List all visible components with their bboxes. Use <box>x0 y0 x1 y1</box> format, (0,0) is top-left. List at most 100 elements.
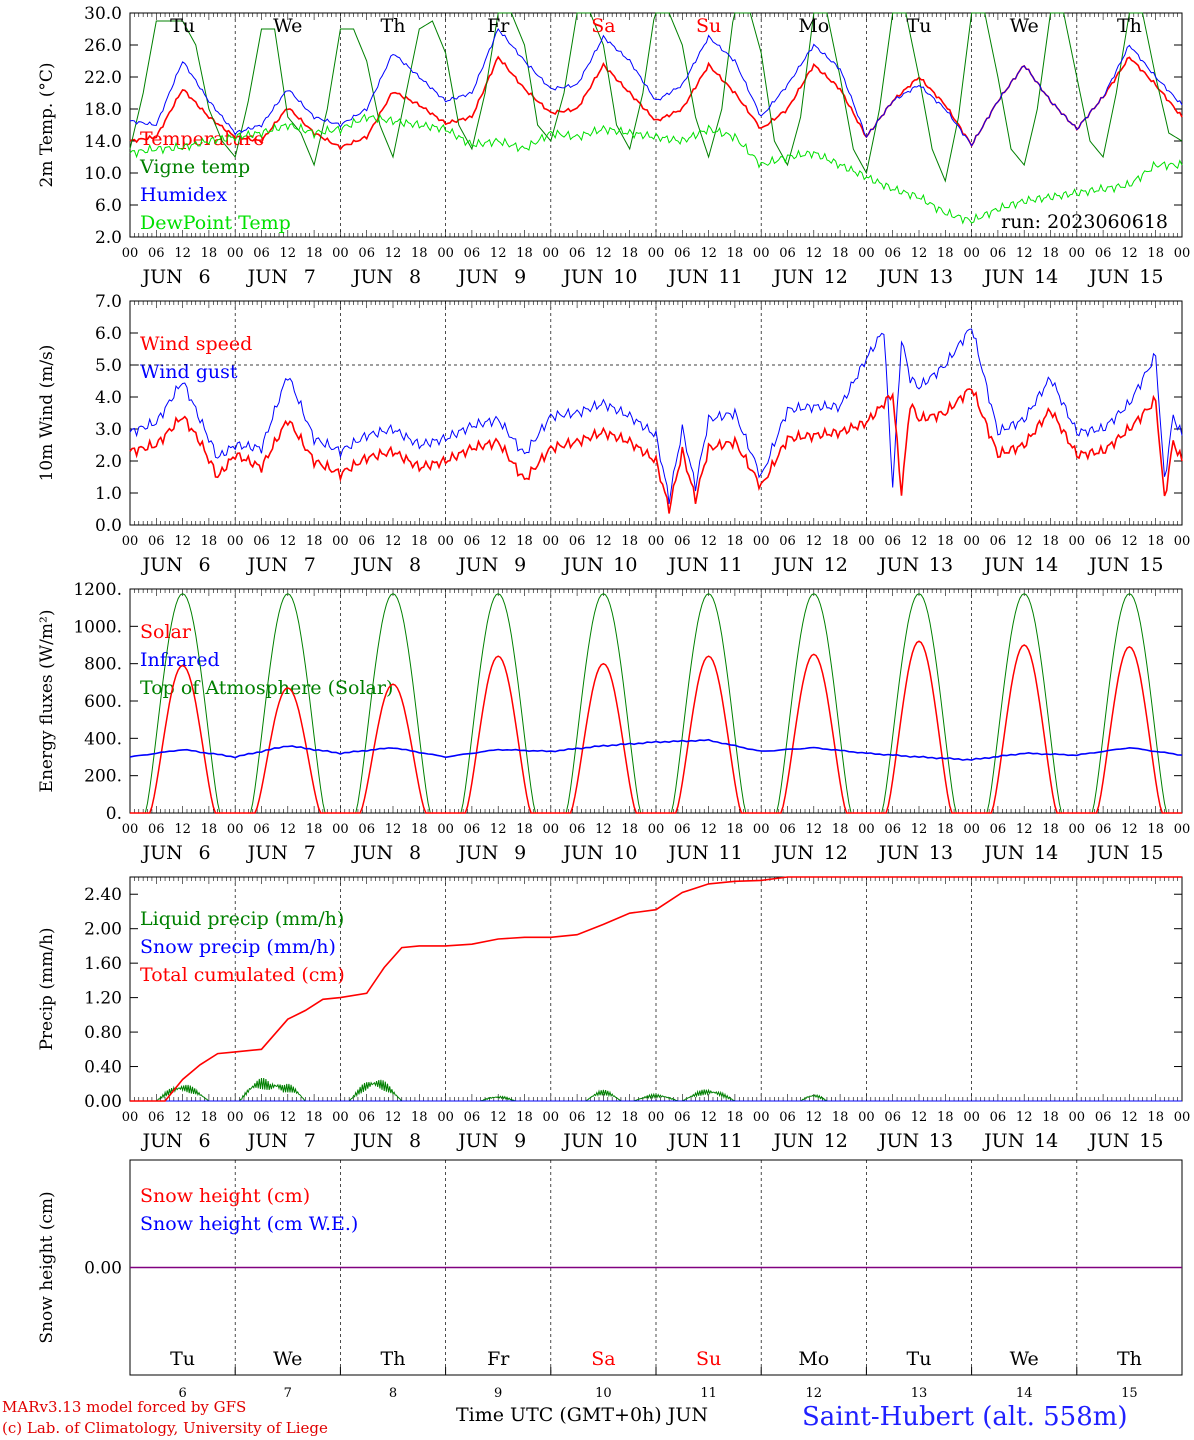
y-tick-label: 6.0 <box>95 324 122 344</box>
hour-label: 18 <box>621 822 638 837</box>
credit-model: MARv3.13 model forced by GFS <box>2 1398 247 1416</box>
date-label: 14 <box>1034 266 1058 288</box>
hour-label: 00 <box>963 534 980 549</box>
hour-label: 00 <box>122 246 139 261</box>
day-name: We <box>1010 15 1039 37</box>
date-label: 10 <box>613 554 637 576</box>
legend-entry: Snow height (cm W.E.) <box>140 1213 358 1235</box>
hour-label: 18 <box>832 1110 849 1125</box>
month-label: JUN <box>456 1130 498 1152</box>
hour-label: 18 <box>411 246 428 261</box>
hour-label: 00 <box>963 822 980 837</box>
month-label: JUN <box>772 842 814 864</box>
y-tick-label: 2.00 <box>84 920 122 940</box>
day-name: Tu <box>907 15 932 37</box>
date-label: 7 <box>304 266 316 288</box>
hour-label: 12 <box>385 1110 402 1125</box>
hour-label: 12 <box>595 822 612 837</box>
y-tick-label: 0.00 <box>84 1259 122 1279</box>
panel-energy: 0. 200. 400. 600. 800. 1000. 1200. Energy fluxe… <box>37 580 1190 864</box>
hour-label: 12 <box>1121 534 1138 549</box>
hour-label: 06 <box>674 246 691 261</box>
legend-entry: Vigne temp <box>139 156 250 178</box>
y-tick-label: 1.20 <box>84 989 122 1009</box>
hour-label: 00 <box>227 822 244 837</box>
date-label: 7 <box>304 1130 316 1152</box>
month-label: JUN <box>246 554 288 576</box>
hour-label: 06 <box>990 822 1007 837</box>
panel-temperature: 2.0 6.0 10.0 14.0 18.0 22.0 26.0 30.0 2m Temp. (… <box>37 4 1190 288</box>
y-tick-label: 600. <box>84 692 122 712</box>
hour-label: 12 <box>1121 822 1138 837</box>
date-label: 6 <box>199 1130 211 1152</box>
month-label: JUN <box>246 266 288 288</box>
month-label: JUN <box>982 266 1024 288</box>
day-name: We <box>273 15 302 37</box>
day-number: 6 <box>178 1386 186 1400</box>
y-axis-label: 2m Temp. (°C) <box>37 62 57 187</box>
hour-label: 12 <box>174 822 191 837</box>
y-tick-label: 200. <box>84 767 122 787</box>
day-name: Th <box>381 15 406 37</box>
month-label: JUN <box>456 266 498 288</box>
hour-label: 06 <box>990 246 1007 261</box>
hour-label: 00 <box>122 534 139 549</box>
month-label: JUN <box>666 1130 708 1152</box>
hour-label: 00 <box>648 1110 665 1125</box>
day-number: 15 <box>1121 1386 1138 1400</box>
month-label: JUN <box>246 1130 288 1152</box>
month-label: JUN <box>561 266 603 288</box>
day-number: 8 <box>389 1386 397 1400</box>
plot-frame <box>129 300 1183 526</box>
legend-entry: Wind gust <box>140 361 238 383</box>
hour-label: 18 <box>201 1110 218 1125</box>
date-label: 13 <box>929 842 953 864</box>
y-tick-label: 0.00 <box>84 1092 122 1112</box>
y-tick-label: 18.0 <box>84 100 122 120</box>
hour-label: 06 <box>358 534 375 549</box>
hour-label: 06 <box>1095 246 1112 261</box>
hour-label: 00 <box>1069 1110 1086 1125</box>
month-label: JUN <box>666 842 708 864</box>
date-label: 9 <box>514 554 526 576</box>
month-label: JUN <box>877 554 919 576</box>
date-label: 12 <box>824 554 848 576</box>
hour-label: 18 <box>727 822 744 837</box>
hour-label: 12 <box>806 534 823 549</box>
y-tick-label: 0. <box>106 804 122 824</box>
hour-label: 18 <box>306 822 323 837</box>
hour-label: 00 <box>437 534 454 549</box>
hour-label: 18 <box>1042 1110 1059 1125</box>
hour-label: 12 <box>911 1110 928 1125</box>
y-tick-label: 22.0 <box>84 68 122 88</box>
day-number: 14 <box>1016 1386 1033 1400</box>
date-label: 12 <box>824 842 848 864</box>
hour-label: 00 <box>1069 822 1086 837</box>
hour-label: 06 <box>148 1110 165 1125</box>
hour-label: 18 <box>306 246 323 261</box>
hour-label: 06 <box>464 534 481 549</box>
month-label: JUN <box>666 554 708 576</box>
y-tick-label: 6.0 <box>95 196 122 216</box>
day-name: Mo <box>798 1348 829 1370</box>
hour-label: 12 <box>911 246 928 261</box>
hour-label: 00 <box>122 822 139 837</box>
date-label: 14 <box>1034 842 1058 864</box>
y-tick-label: 2.0 <box>95 452 122 472</box>
y-axis-label: Snow height (cm) <box>37 1191 57 1343</box>
hour-label: 18 <box>411 822 428 837</box>
month-label: JUN <box>351 842 393 864</box>
hour-label: 12 <box>490 246 507 261</box>
hour-label: 18 <box>516 246 533 261</box>
hour-label: 00 <box>858 246 875 261</box>
series-line-solar <box>130 640 1182 814</box>
date-label: 9 <box>514 1130 526 1152</box>
date-label: 7 <box>304 554 316 576</box>
series-line-total-cumulated <box>130 876 1182 1102</box>
month-label: JUN <box>561 842 603 864</box>
day-number: 10 <box>595 1386 612 1400</box>
hour-label: 18 <box>306 534 323 549</box>
hour-label: 12 <box>174 246 191 261</box>
hour-label: 18 <box>411 1110 428 1125</box>
run-label: run: 2023060618 <box>1001 211 1168 233</box>
